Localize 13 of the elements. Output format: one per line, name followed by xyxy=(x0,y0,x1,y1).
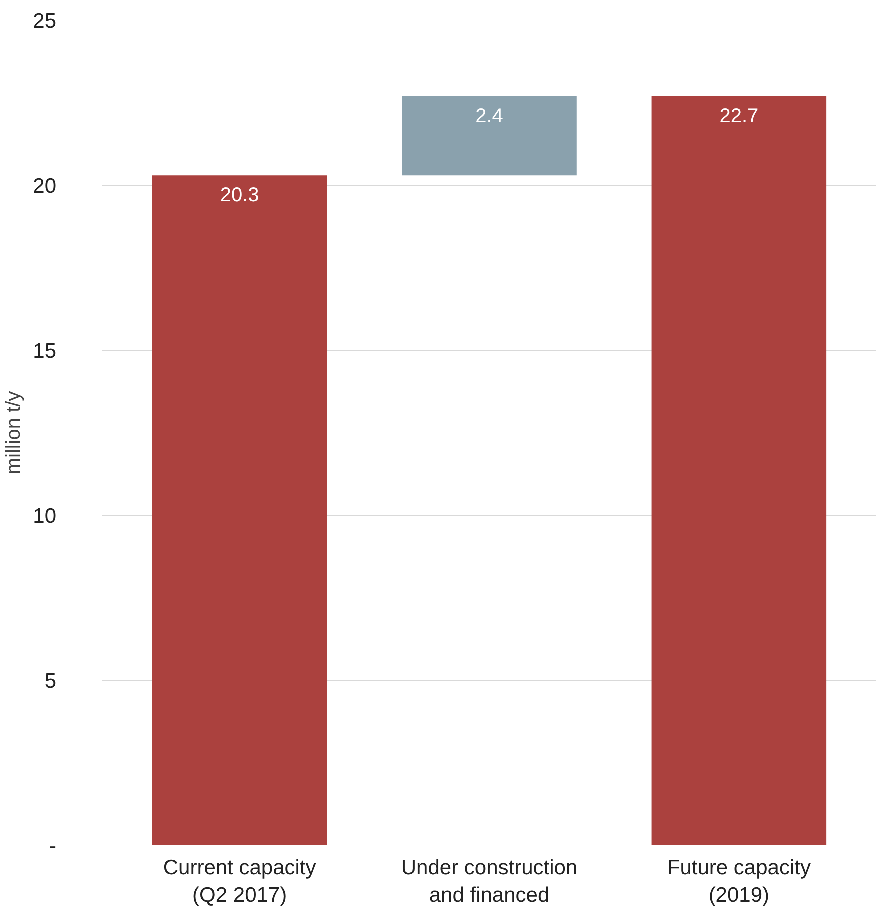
y-tick-label: 20 xyxy=(33,175,56,198)
data-label: 20.3 xyxy=(220,184,260,207)
y-tick-label: 5 xyxy=(44,670,57,693)
y-axis-title: million t/y xyxy=(3,391,26,475)
y-tick-label: 25 xyxy=(33,10,56,33)
x-tick-label: Under construction and financed xyxy=(401,856,578,908)
data-label: 2.4 xyxy=(476,105,504,128)
y-tick-label: - xyxy=(50,835,57,858)
y-tick-label: 10 xyxy=(33,505,56,528)
x-tick-label: Future capacity (2019) xyxy=(667,856,812,908)
data-label: 22.7 xyxy=(720,105,759,128)
x-tick-label: Current capacity (Q2 2017) xyxy=(163,856,317,908)
y-tick-label: 15 xyxy=(33,340,56,363)
